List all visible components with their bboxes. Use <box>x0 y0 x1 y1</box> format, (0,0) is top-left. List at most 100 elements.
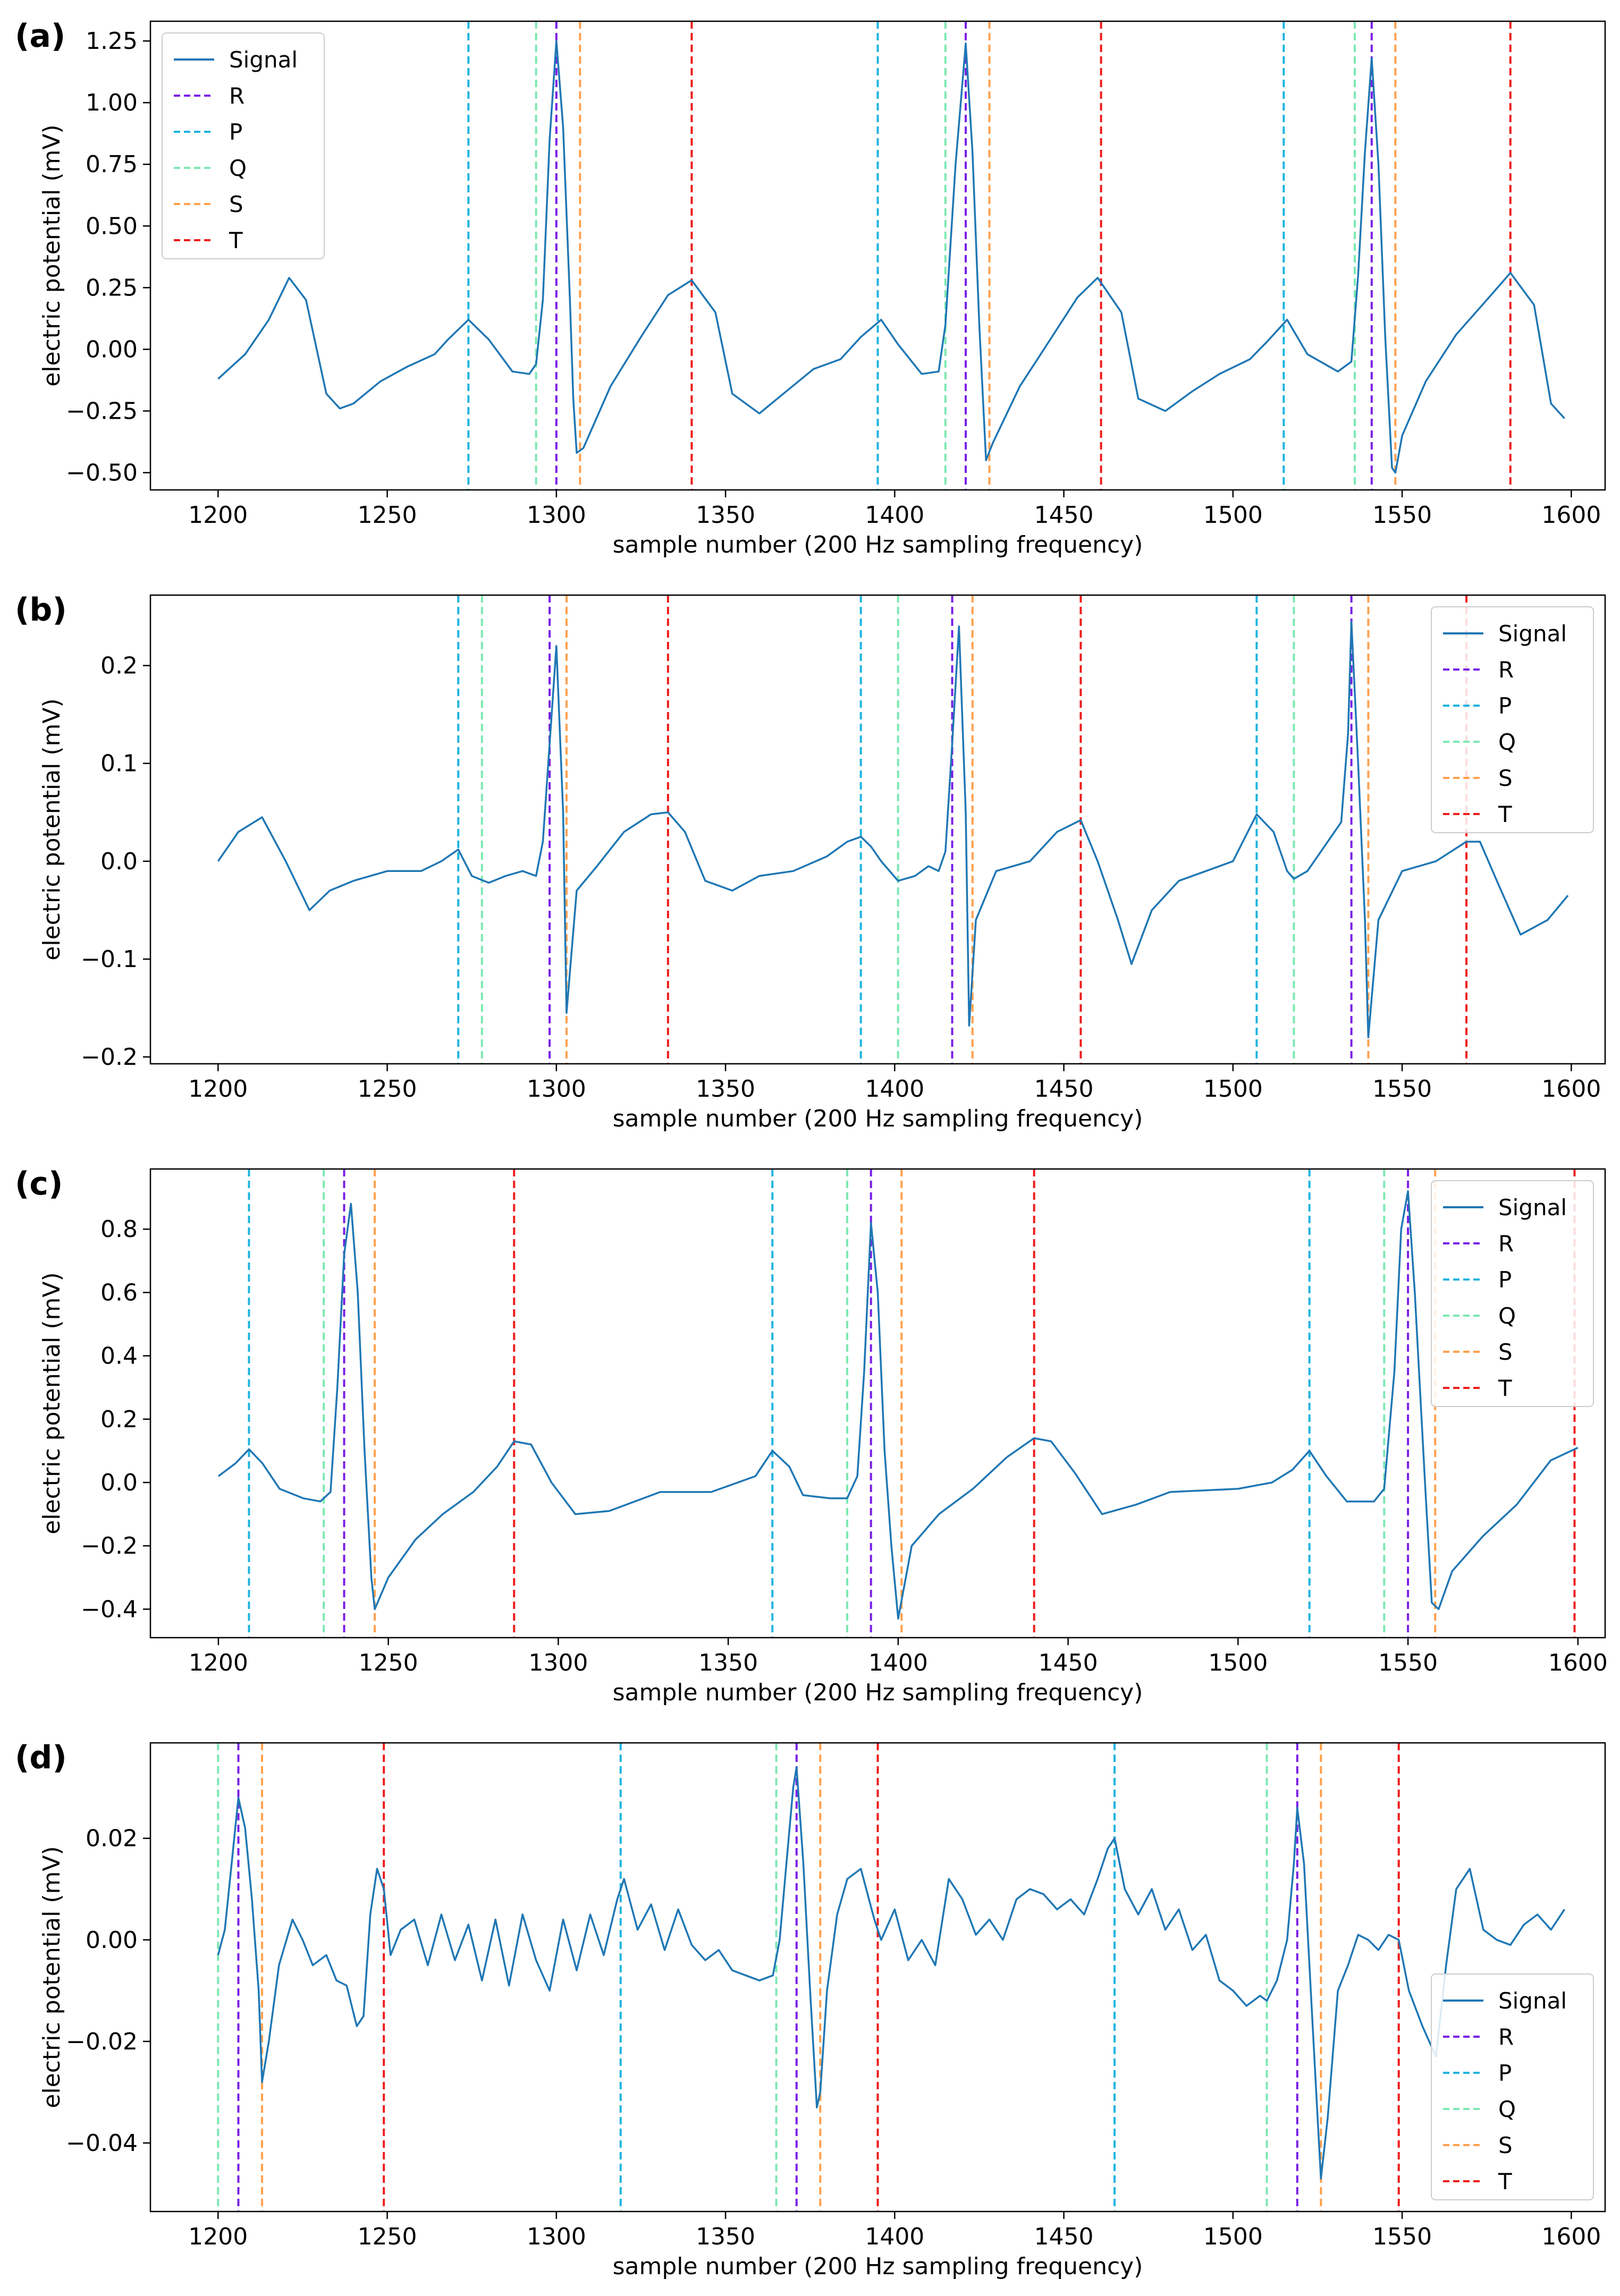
legend-label-p: P <box>1498 1267 1512 1293</box>
legend-label-t: T <box>1498 801 1512 827</box>
legend-box <box>162 32 325 259</box>
chart-panel-c: (c) 1200 1250 1300 1350 1400 1450 1500 1550 1600 −… <box>0 1148 1620 1722</box>
x-tick-label: 1300 <box>528 1649 588 1676</box>
y-axis-label: electric potential (mV) <box>38 1272 65 1534</box>
signal-line <box>217 40 1565 474</box>
x-tick-label: 1450 <box>1034 502 1094 529</box>
x-axis-label: sample number (200 Hz sampling frequency… <box>613 2253 1143 2280</box>
x-tick-label: 1300 <box>527 502 586 529</box>
y-tick-label: 0.00 <box>86 336 138 363</box>
legend-label-t: T <box>1498 2168 1512 2195</box>
x-tick-label: 1200 <box>188 502 248 529</box>
x-tick-label: 1400 <box>868 1649 928 1676</box>
y-tick-label: 1.00 <box>86 89 138 116</box>
signal-line <box>217 1766 1566 2180</box>
legend-label-r: R <box>1498 657 1514 683</box>
y-tick-label: 0.2 <box>100 1406 138 1433</box>
y-tick-label: 0.2 <box>100 653 138 680</box>
legend-box <box>1431 1180 1594 1407</box>
x-tick-label: 1550 <box>1378 1649 1438 1676</box>
x-tick-label: 1250 <box>358 2223 417 2250</box>
y-tick-label: 0.00 <box>86 1927 138 1954</box>
signal-line <box>217 1190 1579 1620</box>
x-tick-label: 1600 <box>1541 502 1601 529</box>
y-tick-label: −0.50 <box>66 460 138 487</box>
y-tick-label: 0.75 <box>86 151 138 178</box>
x-tick-label: 1400 <box>865 1075 924 1103</box>
y-tick-label: 0.0 <box>100 1469 138 1496</box>
legend-label-signal: Signal <box>1498 1194 1567 1221</box>
legend-label-signal: Signal <box>1498 1988 1567 2014</box>
x-tick-label: 1400 <box>865 502 924 529</box>
y-tick-label: −0.25 <box>66 397 138 425</box>
y-tick-label: −0.02 <box>66 2028 138 2055</box>
legend-label-t: T <box>229 227 243 253</box>
x-tick-label: 1450 <box>1034 1075 1094 1103</box>
x-axis-label: sample number (200 Hz sampling frequency… <box>613 1105 1143 1132</box>
x-tick-label: 1550 <box>1372 2223 1432 2250</box>
x-tick-label: 1200 <box>189 1649 248 1676</box>
chart-b: (b) 1200 1250 1300 1350 1400 1450 1500 1550 1600 −… <box>15 591 1606 1132</box>
x-tick-label: 1500 <box>1203 2223 1263 2250</box>
legend-label-p: P <box>1498 2060 1512 2086</box>
x-tick-label: 1200 <box>188 1075 248 1103</box>
chart-panel-d: (d) 1200 1250 1300 1350 1400 1450 1500 1550 1600 −… <box>0 1722 1620 2295</box>
legend-label-signal: Signal <box>1498 621 1567 647</box>
legend-label-s: S <box>1498 2132 1513 2158</box>
y-tick-label: 0.50 <box>86 213 138 240</box>
x-axis-label: sample number (200 Hz sampling frequency… <box>613 531 1143 558</box>
y-tick-label: 1.25 <box>86 28 138 55</box>
chart-d: (d) 1200 1250 1300 1350 1400 1450 1500 1550 1600 −… <box>15 1739 1606 2280</box>
x-tick-label: 1300 <box>527 2223 586 2250</box>
plot-frame <box>149 1168 1606 1639</box>
legend-label-r: R <box>1498 1231 1514 1257</box>
x-axis-label: sample number (200 Hz sampling frequency… <box>613 1679 1143 1706</box>
x-tick-label: 1350 <box>698 1649 758 1676</box>
y-tick-label: 0.0 <box>100 848 138 875</box>
x-tick-label: 1250 <box>358 502 417 529</box>
legend-label-q: Q <box>229 155 247 181</box>
y-tick-label: 0.02 <box>86 1825 138 1852</box>
legend-label-q: Q <box>1498 1303 1516 1329</box>
x-tick-label: 1500 <box>1208 1649 1268 1676</box>
chart-panel-b: (b) 1200 1250 1300 1350 1400 1450 1500 1550 1600 −… <box>0 574 1620 1148</box>
x-tick-label: 1350 <box>696 1075 755 1103</box>
y-axis-label: electric potential (mV) <box>38 1846 65 2108</box>
y-tick-label: 0.8 <box>100 1216 138 1243</box>
y-tick-label: −0.4 <box>81 1596 138 1623</box>
legend-label-s: S <box>1498 1339 1513 1365</box>
signal-line <box>217 620 1569 1039</box>
legend-label-s: S <box>229 191 243 217</box>
y-tick-label: −0.1 <box>81 946 138 973</box>
panel-label: (a) <box>15 18 65 55</box>
plot-frame <box>149 594 1606 1065</box>
x-tick-label: 1600 <box>1541 2223 1601 2250</box>
x-tick-label: 1500 <box>1203 1075 1263 1103</box>
legend-label-q: Q <box>1498 729 1516 755</box>
plot-frame <box>149 1742 1606 2213</box>
chart-c: (c) 1200 1250 1300 1350 1400 1450 1500 1550 1600 −… <box>15 1165 1608 1706</box>
legend-box <box>1431 1973 1594 2200</box>
x-tick-label: 1600 <box>1548 1649 1608 1676</box>
panel-label: (c) <box>15 1165 63 1202</box>
panel-label: (b) <box>15 591 67 629</box>
legend-label-p: P <box>1498 693 1512 719</box>
y-tick-label: −0.04 <box>66 2130 138 2157</box>
plot-frame <box>149 20 1606 491</box>
legend-label-p: P <box>229 119 242 145</box>
y-tick-label: 0.4 <box>100 1343 138 1370</box>
x-tick-label: 1200 <box>188 2223 248 2250</box>
chart-panel-a: (a) 1200 1250 1300 1350 1400 1450 1500 1550 1600 −… <box>0 0 1620 574</box>
y-tick-label: 0.6 <box>100 1279 138 1306</box>
y-tick-label: −0.2 <box>81 1044 138 1071</box>
x-tick-label: 1300 <box>527 1075 586 1103</box>
x-tick-label: 1600 <box>1541 1075 1601 1103</box>
x-tick-label: 1550 <box>1372 502 1432 529</box>
x-tick-label: 1550 <box>1372 1075 1432 1103</box>
panel-label: (d) <box>15 1739 67 1776</box>
y-tick-label: −0.2 <box>81 1532 138 1560</box>
